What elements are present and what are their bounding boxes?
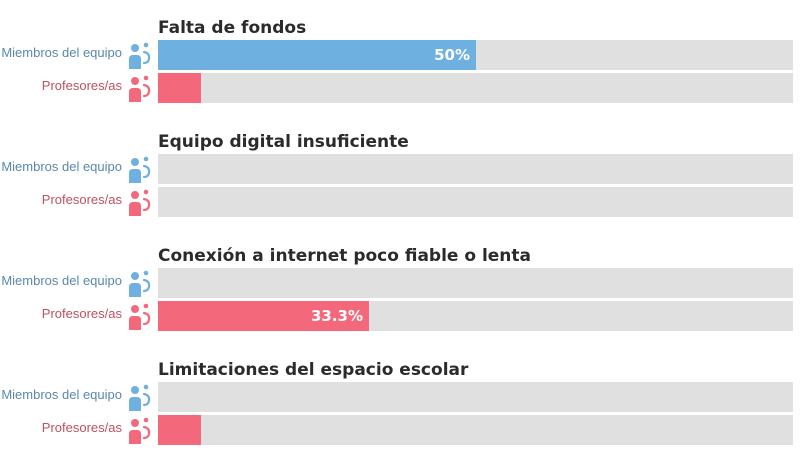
bar-track: 50% — [158, 40, 793, 70]
category-label: Profesores/as — [41, 420, 122, 435]
bar-track — [158, 382, 793, 412]
bar-row: Profesores/as 33.3% — [0, 301, 800, 331]
bar-track — [158, 154, 793, 184]
bar-group: Falta de fondos Miembros del equipo 50% Pro… — [0, 18, 800, 118]
bar-row: Profesores/as — [0, 187, 800, 217]
teacher-person-icon — [129, 417, 151, 444]
bar-row: Profesores/as — [0, 73, 800, 103]
data-label: 50% — [434, 46, 470, 64]
data-label: 33.3% — [310, 307, 363, 325]
teacher-person-icon — [129, 189, 151, 216]
category-label: Profesores/as — [41, 306, 122, 321]
bar-row: Miembros del equipo — [0, 268, 800, 298]
group-title: Conexión a internet poco fiable o lenta — [158, 246, 532, 266]
teacher-person-icon — [129, 303, 151, 330]
bar — [158, 301, 369, 331]
category-label: Miembros del equipo — [1, 45, 122, 60]
bar-group: Equipo digital insuficiente Miembros del … — [0, 132, 800, 232]
bar-track — [158, 73, 793, 103]
bar-row: Miembros del equipo — [0, 154, 800, 184]
team-member-person-icon — [129, 270, 151, 297]
bar-track — [158, 415, 793, 445]
team-member-person-icon — [129, 156, 151, 183]
category-label: Profesores/as — [41, 78, 122, 93]
bar-row: Profesores/as — [0, 415, 800, 445]
category-label: Miembros del equipo — [1, 159, 122, 174]
bar-row: Miembros del equipo — [0, 382, 800, 412]
bar — [158, 73, 201, 103]
bar-row: Miembros del equipo 50% — [0, 40, 800, 70]
group-title: Limitaciones del espacio escolar — [158, 360, 469, 380]
bar-group: Limitaciones del espacio escolar Miembros… — [0, 360, 800, 460]
team-member-person-icon — [129, 384, 151, 411]
group-title: Falta de fondos — [158, 18, 307, 38]
category-label: Profesores/as — [41, 192, 122, 207]
teacher-person-icon — [129, 75, 151, 102]
bar-track: 33.3% — [158, 301, 793, 331]
team-member-person-icon — [129, 42, 151, 69]
bar — [158, 415, 201, 445]
bar-group: Conexión a internet poco fiable o lenta M… — [0, 246, 800, 346]
group-title: Equipo digital insuficiente — [158, 132, 409, 152]
bar-track — [158, 268, 793, 298]
bar-track — [158, 187, 793, 217]
bar — [158, 40, 476, 70]
category-label: Miembros del equipo — [1, 387, 122, 402]
category-label: Miembros del equipo — [1, 273, 122, 288]
